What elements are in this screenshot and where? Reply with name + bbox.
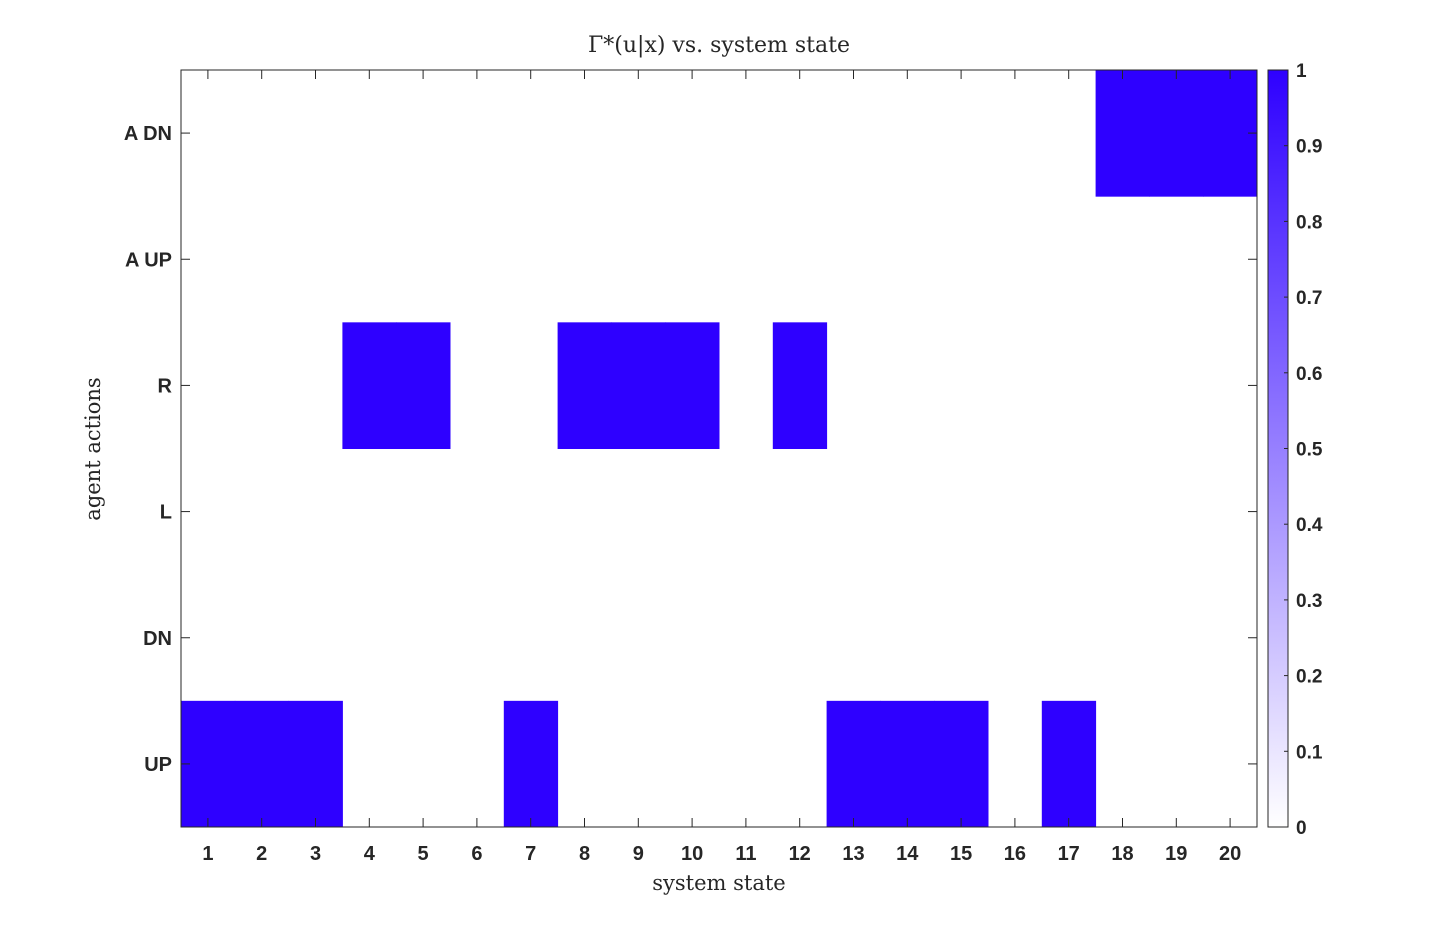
heatmap-cell (772, 322, 828, 449)
y-tick-label: L (160, 502, 172, 524)
heatmap-cell (934, 700, 989, 828)
x-tick-label: 17 (1058, 843, 1080, 865)
y-tick-label: DN (143, 628, 172, 650)
y-tick-label: UP (144, 754, 172, 776)
y-axis: UP DN L R A UP A DN (124, 123, 1257, 776)
heatmap-cell (234, 700, 290, 828)
plot-frame (180, 69, 1258, 828)
x-axis: 1 2 3 4 5 6 7 8 9 10 11 12 13 14 15 16 17 18 19 20 (202, 70, 1241, 865)
x-tick-label: 12 (789, 843, 811, 865)
x-tick-label: 15 (950, 843, 972, 865)
x-tick-label: 3 (310, 843, 321, 865)
x-tick-label: 19 (1165, 843, 1187, 865)
heatmap-cell (611, 322, 666, 449)
x-tick-label: 5 (418, 843, 429, 865)
x-tick-label: 2 (256, 843, 267, 865)
heatmap-cell (1041, 700, 1097, 828)
x-tick-label: 10 (681, 843, 703, 865)
colorbar-tick-label: 0.8 (1296, 212, 1322, 233)
x-tick-label: 16 (1004, 843, 1026, 865)
y-tick-label: A DN (124, 123, 172, 145)
x-tick-label: 9 (633, 843, 644, 865)
x-tick-label: 18 (1111, 843, 1133, 865)
x-axis-label: system state (652, 871, 785, 895)
colorbar-tick-label: 0.6 (1296, 364, 1322, 385)
y-tick-label: R (158, 375, 173, 397)
heatmap-cell (665, 322, 720, 449)
heatmap-cell (1095, 70, 1150, 197)
heatmap-cells (181, 70, 1258, 828)
chart-title: Γ*(u|x) vs. system state (588, 33, 850, 58)
heatmap-cell (1149, 70, 1204, 197)
x-tick-label: 6 (471, 843, 482, 865)
heatmap-cell (503, 700, 559, 828)
colorbar-tick-label: 0.3 (1296, 591, 1322, 612)
heatmap-cell (880, 700, 935, 828)
x-tick-label: 11 (735, 843, 756, 865)
heatmap-cell (342, 322, 397, 449)
y-tick-label: A UP (125, 249, 172, 271)
x-tick-label: 14 (896, 843, 919, 865)
heatmap-cell (396, 322, 451, 449)
colorbar-tick-label: 0.5 (1296, 440, 1323, 461)
colorbar-tick-label: 0.7 (1296, 288, 1322, 309)
colorbar-tick-label: 0 (1296, 818, 1307, 839)
x-tick-label: 1 (202, 843, 213, 865)
y-axis-label: agent actions (81, 377, 105, 520)
x-tick-label: 8 (579, 843, 590, 865)
x-tick-label: 13 (842, 843, 864, 865)
x-tick-label: 7 (525, 843, 536, 865)
heatmap-cell (288, 700, 343, 828)
x-tick-label: 20 (1219, 843, 1241, 865)
heatmap-cell (181, 700, 236, 828)
heatmap-cell (557, 322, 612, 449)
x-tick-label: 4 (364, 843, 376, 865)
colorbar-tick-label: 1 (1296, 61, 1307, 82)
colorbar-axis: 0 0.1 0.2 0.3 0.4 0.5 0.6 0.7 0.8 0.9 1 (1284, 61, 1323, 839)
colorbar-tick-label: 0.2 (1296, 667, 1322, 688)
colorbar-tick-label: 0.1 (1296, 742, 1323, 763)
colorbar-tick-label: 0.4 (1296, 515, 1323, 536)
colorbar-tick-label: 0.9 (1296, 137, 1322, 158)
heatmap-cell (826, 700, 881, 828)
